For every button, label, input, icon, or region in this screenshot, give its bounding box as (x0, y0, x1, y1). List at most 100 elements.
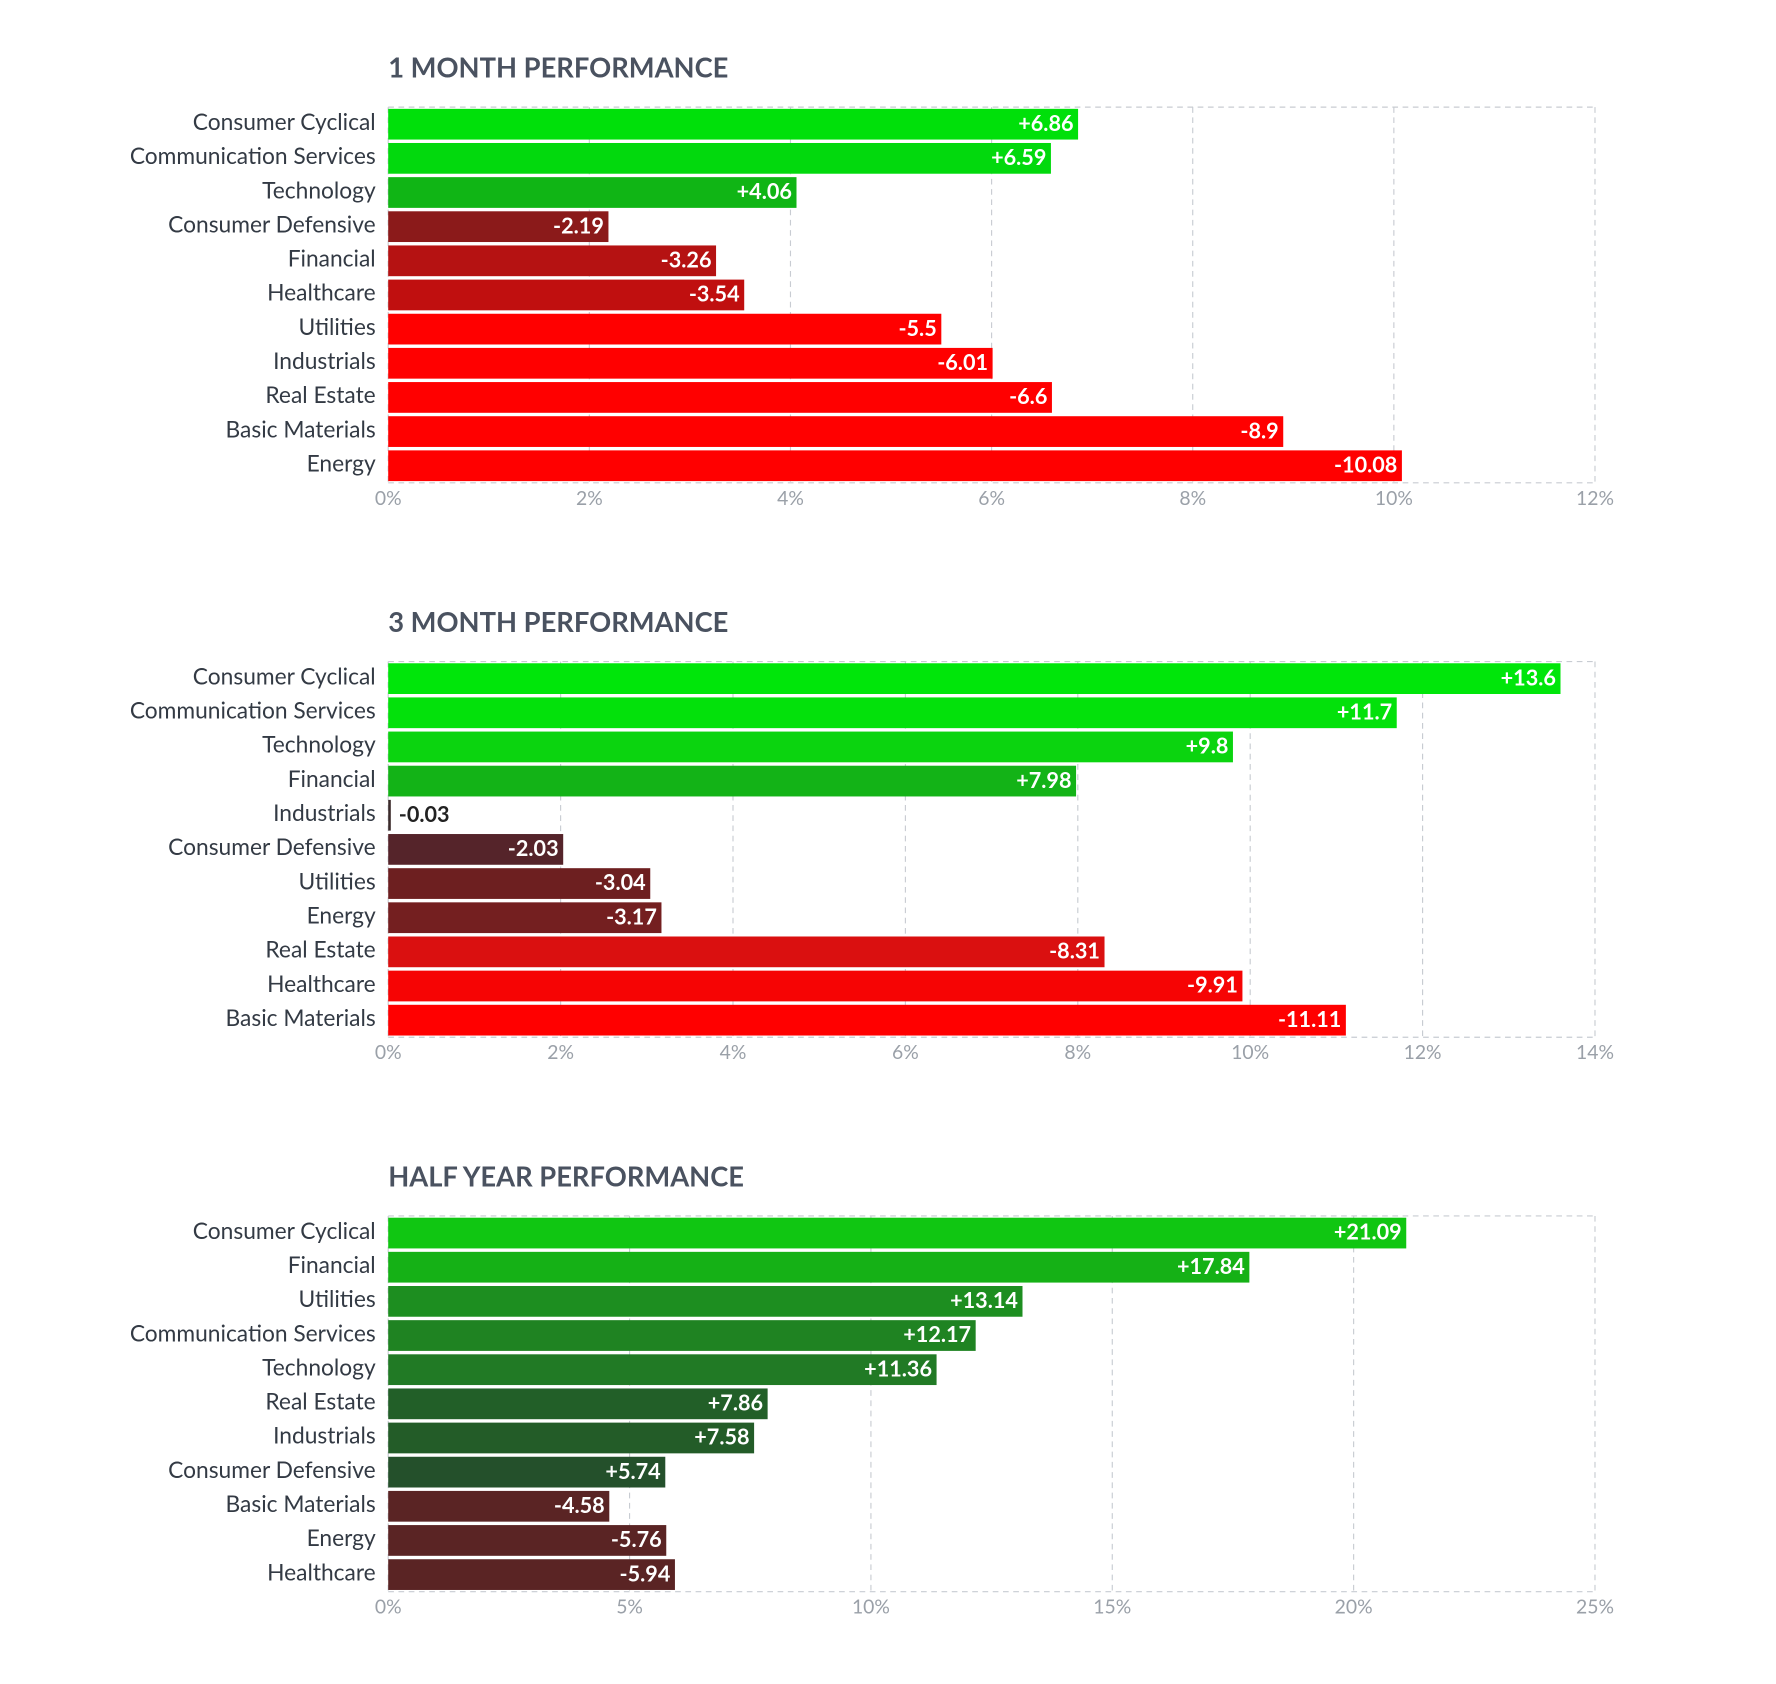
value-label: +7.86 (708, 1390, 763, 1416)
value-label: +11.7 (1337, 698, 1392, 724)
y-tick-label: Healthcare (267, 279, 376, 306)
y-tick-label: Consumer Cyclical (193, 1217, 376, 1244)
value-label: +5.74 (605, 1458, 660, 1484)
x-tick-label: 12% (1576, 487, 1614, 510)
value-label: -8.9 (1240, 417, 1278, 443)
y-tick-label: Healthcare (267, 1558, 376, 1585)
value-label: +7.58 (694, 1424, 749, 1450)
x-tick-label: 10% (1375, 487, 1413, 510)
bar (388, 1251, 1250, 1283)
value-label: +13.6 (1501, 664, 1556, 690)
x-tick-label: 25% (1576, 1596, 1614, 1619)
x-tick-label: 5% (616, 1596, 643, 1619)
value-label: -11.11 (1278, 1006, 1341, 1032)
y-tick-label: Consumer Defensive (168, 210, 376, 237)
y-tick-label: Communication Services (130, 1319, 376, 1346)
value-label: -5.94 (620, 1560, 671, 1586)
value-label: +7.98 (1016, 767, 1071, 793)
value-label: +21.09 (1334, 1219, 1402, 1245)
x-tick-label: 6% (892, 1041, 919, 1064)
value-label: -3.26 (661, 247, 712, 273)
y-tick-label: Consumer Cyclical (193, 662, 376, 689)
bar (388, 245, 717, 277)
y-tick-label: Industrials (273, 799, 376, 826)
chart-title: HALF YEAR PERFORMANCE (388, 1160, 744, 1193)
value-label: +6.59 (991, 144, 1046, 170)
x-tick-label: 0% (375, 1596, 402, 1619)
value-label: -0.03 (399, 801, 450, 827)
y-tick-label: Technology (262, 731, 376, 758)
x-tick-label: 2% (576, 487, 603, 510)
bar (388, 108, 1079, 140)
y-tick-label: Financial (288, 245, 376, 272)
x-tick-label: 10% (852, 1596, 890, 1619)
y-tick-label: Energy (307, 450, 376, 477)
y-tick-label: Basic Materials (226, 1004, 376, 1031)
x-tick-label: 0% (375, 1041, 402, 1064)
bar (388, 142, 1051, 174)
y-tick-label: Communication Services (130, 142, 376, 169)
bar (388, 177, 797, 208)
bar (388, 697, 1397, 729)
y-tick-label: Financial (288, 1251, 376, 1278)
y-tick-label: Communication Services (130, 697, 376, 724)
x-tick-label: 2% (547, 1041, 574, 1064)
bar (388, 416, 1284, 447)
bar (388, 1456, 666, 1488)
bar (388, 834, 564, 865)
value-label: -10.08 (1334, 451, 1397, 477)
y-tick-label: Financial (288, 765, 376, 792)
bar (388, 382, 1052, 413)
y-tick-label: Basic Materials (226, 415, 376, 442)
bar (388, 902, 662, 934)
chart-title: 1 MONTH PERFORMANCE (388, 51, 728, 84)
value-label: +6.86 (1018, 110, 1073, 136)
x-tick-label: 4% (720, 1041, 747, 1064)
x-tick-label: 8% (1179, 487, 1206, 510)
bar (388, 799, 391, 831)
y-tick-label: Utilities (298, 1285, 375, 1312)
value-label: +11.36 (864, 1355, 932, 1381)
y-tick-label: Utilities (298, 313, 375, 340)
bar (388, 1559, 675, 1590)
value-label: +9.8 (1186, 733, 1229, 759)
chart: 1 MONTH PERFORMANCE 0% 2% 4% 6% 8% 10% 12% Consu… (130, 51, 1614, 510)
y-tick-label: Real Estate (265, 381, 375, 408)
value-label: +4.06 (737, 178, 792, 204)
y-tick-label: Technology (262, 1353, 376, 1380)
value-label: -4.58 (554, 1492, 605, 1518)
y-tick-label: Energy (307, 1524, 376, 1551)
value-label: -5.76 (611, 1526, 662, 1552)
x-tick-label: 8% (1064, 1041, 1091, 1064)
y-tick-label: Consumer Defensive (168, 1456, 376, 1483)
y-tick-label: Industrials (273, 1422, 376, 1449)
x-tick-label: 15% (1093, 1596, 1131, 1619)
value-label: -2.19 (553, 212, 604, 238)
bar (388, 731, 1233, 763)
bar (388, 1354, 937, 1386)
value-label: +17.84 (1177, 1253, 1245, 1279)
y-tick-label: Real Estate (265, 1388, 375, 1415)
bar (388, 868, 651, 899)
y-tick-label: Healthcare (267, 970, 376, 997)
bar (388, 663, 1561, 694)
bar (388, 1422, 755, 1454)
value-label: -3.54 (689, 281, 740, 307)
y-tick-label: Basic Materials (226, 1490, 376, 1517)
bar (388, 1320, 976, 1351)
value-label: -8.31 (1049, 938, 1100, 964)
x-tick-label: 6% (978, 487, 1005, 510)
y-tick-label: Consumer Cyclical (193, 108, 376, 135)
bar (388, 347, 993, 379)
y-tick-label: Utilities (298, 867, 375, 894)
y-tick-label: Real Estate (265, 936, 375, 963)
bar (388, 450, 1402, 482)
bar (388, 1004, 1346, 1036)
value-label: +13.14 (950, 1287, 1018, 1313)
x-tick-label: 0% (375, 487, 402, 510)
bar (388, 279, 745, 311)
chart-title: 3 MONTH PERFORMANCE (388, 605, 728, 638)
value-label: -5.5 (898, 315, 936, 341)
bar (388, 970, 1243, 1002)
